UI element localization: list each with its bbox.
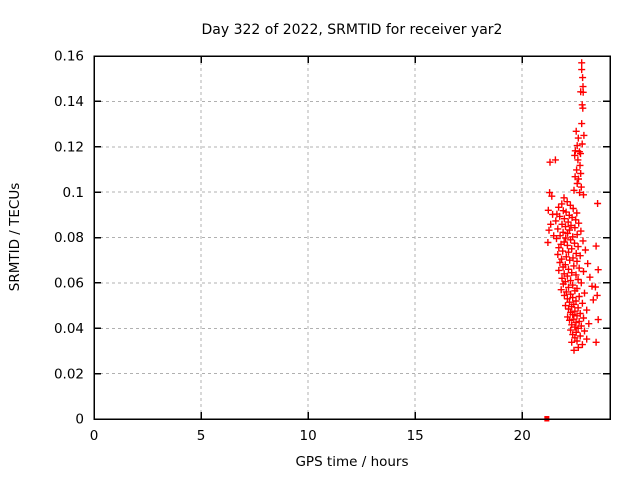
y-tick-label: 0.12 <box>54 139 84 155</box>
y-tick-label: 0.08 <box>54 230 84 246</box>
data-points <box>544 59 602 422</box>
scatter-plus-markers <box>544 59 602 354</box>
x-axis-label: GPS time / hours <box>295 454 408 470</box>
y-tick-label: 0.02 <box>54 366 84 382</box>
x-tick-label: 10 <box>300 428 317 444</box>
chart-title: Day 322 of 2022, SRMTID for receiver yar… <box>202 22 503 38</box>
axis-ticks <box>93 55 610 420</box>
x-tick-label: 15 <box>407 428 424 444</box>
x-tick-label: 0 <box>90 428 99 444</box>
y-tick-label: 0 <box>75 412 84 428</box>
y-axis-label: SRMTID / TECUs <box>7 183 23 291</box>
y-tick-label: 0.1 <box>63 185 84 201</box>
y-tick-label: 0.04 <box>54 321 84 337</box>
y-tick-label: 0.16 <box>54 49 84 65</box>
plot-border <box>93 55 611 420</box>
y-tick-label: 0.14 <box>54 94 84 110</box>
gridlines <box>94 56 610 419</box>
y-tick-label: 0.06 <box>54 276 84 292</box>
x-tick-label: 20 <box>514 428 531 444</box>
tick-labels: 0 5 10 15 20 0 0.02 0.04 0.06 0.08 0.1 0.12 0.14 0.16 <box>54 49 531 444</box>
x-tick-label: 5 <box>197 428 206 444</box>
